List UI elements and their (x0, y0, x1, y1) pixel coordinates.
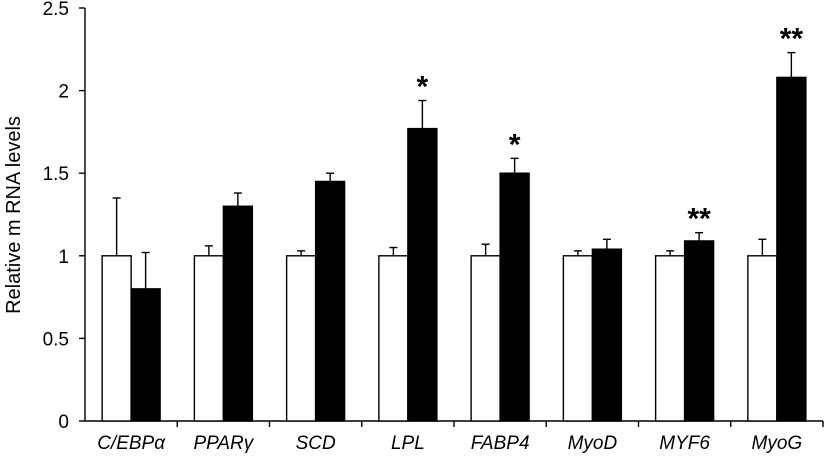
bar-control (101, 255, 132, 422)
y-tick-label: 1.5 (43, 164, 69, 185)
bar-treatment (314, 180, 346, 422)
bar-treatment (222, 205, 254, 422)
x-category-label: PPARγ (193, 433, 254, 454)
x-category-label: MyoD (568, 433, 618, 454)
x-category-label: MyoG (752, 433, 803, 454)
bar-treatment (776, 76, 807, 422)
bar-treatment (130, 288, 161, 422)
bar-control (654, 255, 686, 422)
y-tick-label: 0 (58, 412, 69, 433)
bar-treatment (683, 240, 715, 422)
bar-treatment (499, 172, 530, 422)
significance-label: * (417, 71, 429, 104)
bar-control (470, 255, 501, 422)
x-category-label: MYF6 (659, 433, 710, 454)
significance-label: ** (780, 23, 804, 56)
x-category-label: FABP4 (471, 433, 530, 454)
bar-control (562, 255, 594, 422)
x-category-label: LPL (391, 433, 425, 454)
bar-treatment (407, 127, 438, 422)
y-tick-label: 1 (58, 247, 69, 268)
bar-treatment (591, 248, 623, 422)
y-tick-label: 0.5 (43, 329, 69, 350)
bar-control (193, 255, 225, 422)
significance-label: ** (687, 203, 711, 236)
bar-control (285, 255, 317, 422)
significance-label: * (509, 128, 521, 161)
x-category-label: C/EBPα (97, 433, 166, 454)
bar-control (747, 255, 778, 422)
y-tick-label: 2 (58, 82, 69, 103)
y-axis-title: Relative m RNA levels (3, 116, 25, 314)
x-category-label: SCD (296, 433, 336, 454)
y-tick-label: 2.5 (43, 0, 69, 20)
bar-control (378, 255, 409, 422)
